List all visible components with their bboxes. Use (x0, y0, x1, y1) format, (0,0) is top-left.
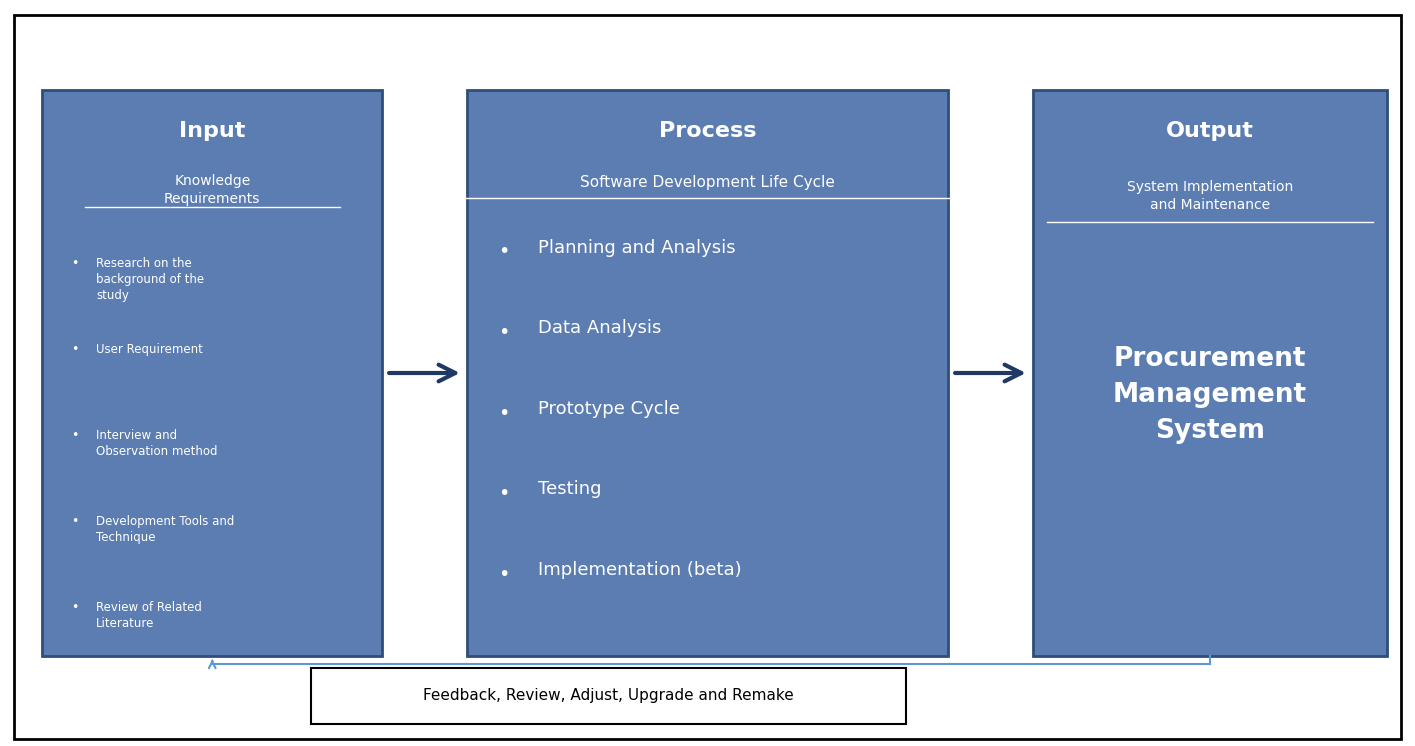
Text: Feedback, Review, Adjust, Upgrade and Remake: Feedback, Review, Adjust, Upgrade and Re… (423, 688, 794, 703)
FancyBboxPatch shape (467, 90, 948, 656)
Text: •: • (498, 484, 509, 503)
Text: •: • (71, 515, 78, 527)
Text: Software Development Life Cycle: Software Development Life Cycle (580, 175, 835, 190)
Text: Research on the
background of the
study: Research on the background of the study (96, 257, 204, 302)
Text: Procurement
Management
System: Procurement Management System (1112, 346, 1307, 445)
Text: User Requirement: User Requirement (96, 343, 204, 356)
Text: System Implementation
and Maintenance: System Implementation and Maintenance (1126, 180, 1293, 213)
FancyBboxPatch shape (1033, 90, 1387, 656)
Text: Data Analysis: Data Analysis (538, 319, 661, 337)
Text: Interview and
Observation method: Interview and Observation method (96, 429, 218, 458)
Text: Process: Process (659, 121, 756, 140)
Text: Testing: Testing (538, 480, 601, 498)
Text: Implementation (beta): Implementation (beta) (538, 561, 741, 579)
FancyBboxPatch shape (42, 90, 382, 656)
Text: •: • (498, 323, 509, 342)
FancyBboxPatch shape (311, 668, 906, 724)
Text: •: • (71, 601, 78, 613)
Text: Knowledge
Requirements: Knowledge Requirements (164, 174, 260, 207)
Text: Planning and Analysis: Planning and Analysis (538, 239, 736, 257)
Text: Review of Related
Literature: Review of Related Literature (96, 601, 202, 630)
Text: •: • (71, 429, 78, 442)
Text: Prototype Cycle: Prototype Cycle (538, 400, 679, 418)
Text: Output: Output (1166, 121, 1254, 140)
Text: Development Tools and
Technique: Development Tools and Technique (96, 515, 235, 544)
Text: •: • (71, 257, 78, 270)
Text: •: • (498, 404, 509, 422)
Text: •: • (498, 242, 509, 261)
Text: •: • (71, 343, 78, 356)
Text: Input: Input (180, 121, 245, 140)
FancyBboxPatch shape (14, 15, 1401, 739)
Text: •: • (498, 565, 509, 583)
